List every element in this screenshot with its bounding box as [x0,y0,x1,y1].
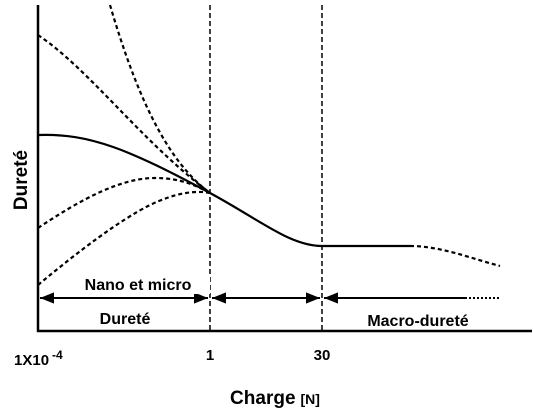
tick-exponent: -4 [52,348,63,362]
x-tick-label: 30 [314,347,331,364]
x-tick-label: 1 [206,347,214,364]
x-label-unit: [N] [301,391,320,407]
plot-frame [36,5,532,333]
curves [37,4,501,286]
y-axis-label: Dureté [11,150,32,210]
region-label: Macro-dureté [367,313,468,330]
label-bg [65,274,210,294]
x-axis-label: Charge [N] [230,388,320,409]
x-tick-label: 1X10 -4 [14,348,63,369]
tick-base: 1X10 [14,352,49,369]
region-label: Nano et micro [85,277,192,294]
region-label: Dureté [100,311,151,328]
x-label-text: Charge [230,388,295,409]
